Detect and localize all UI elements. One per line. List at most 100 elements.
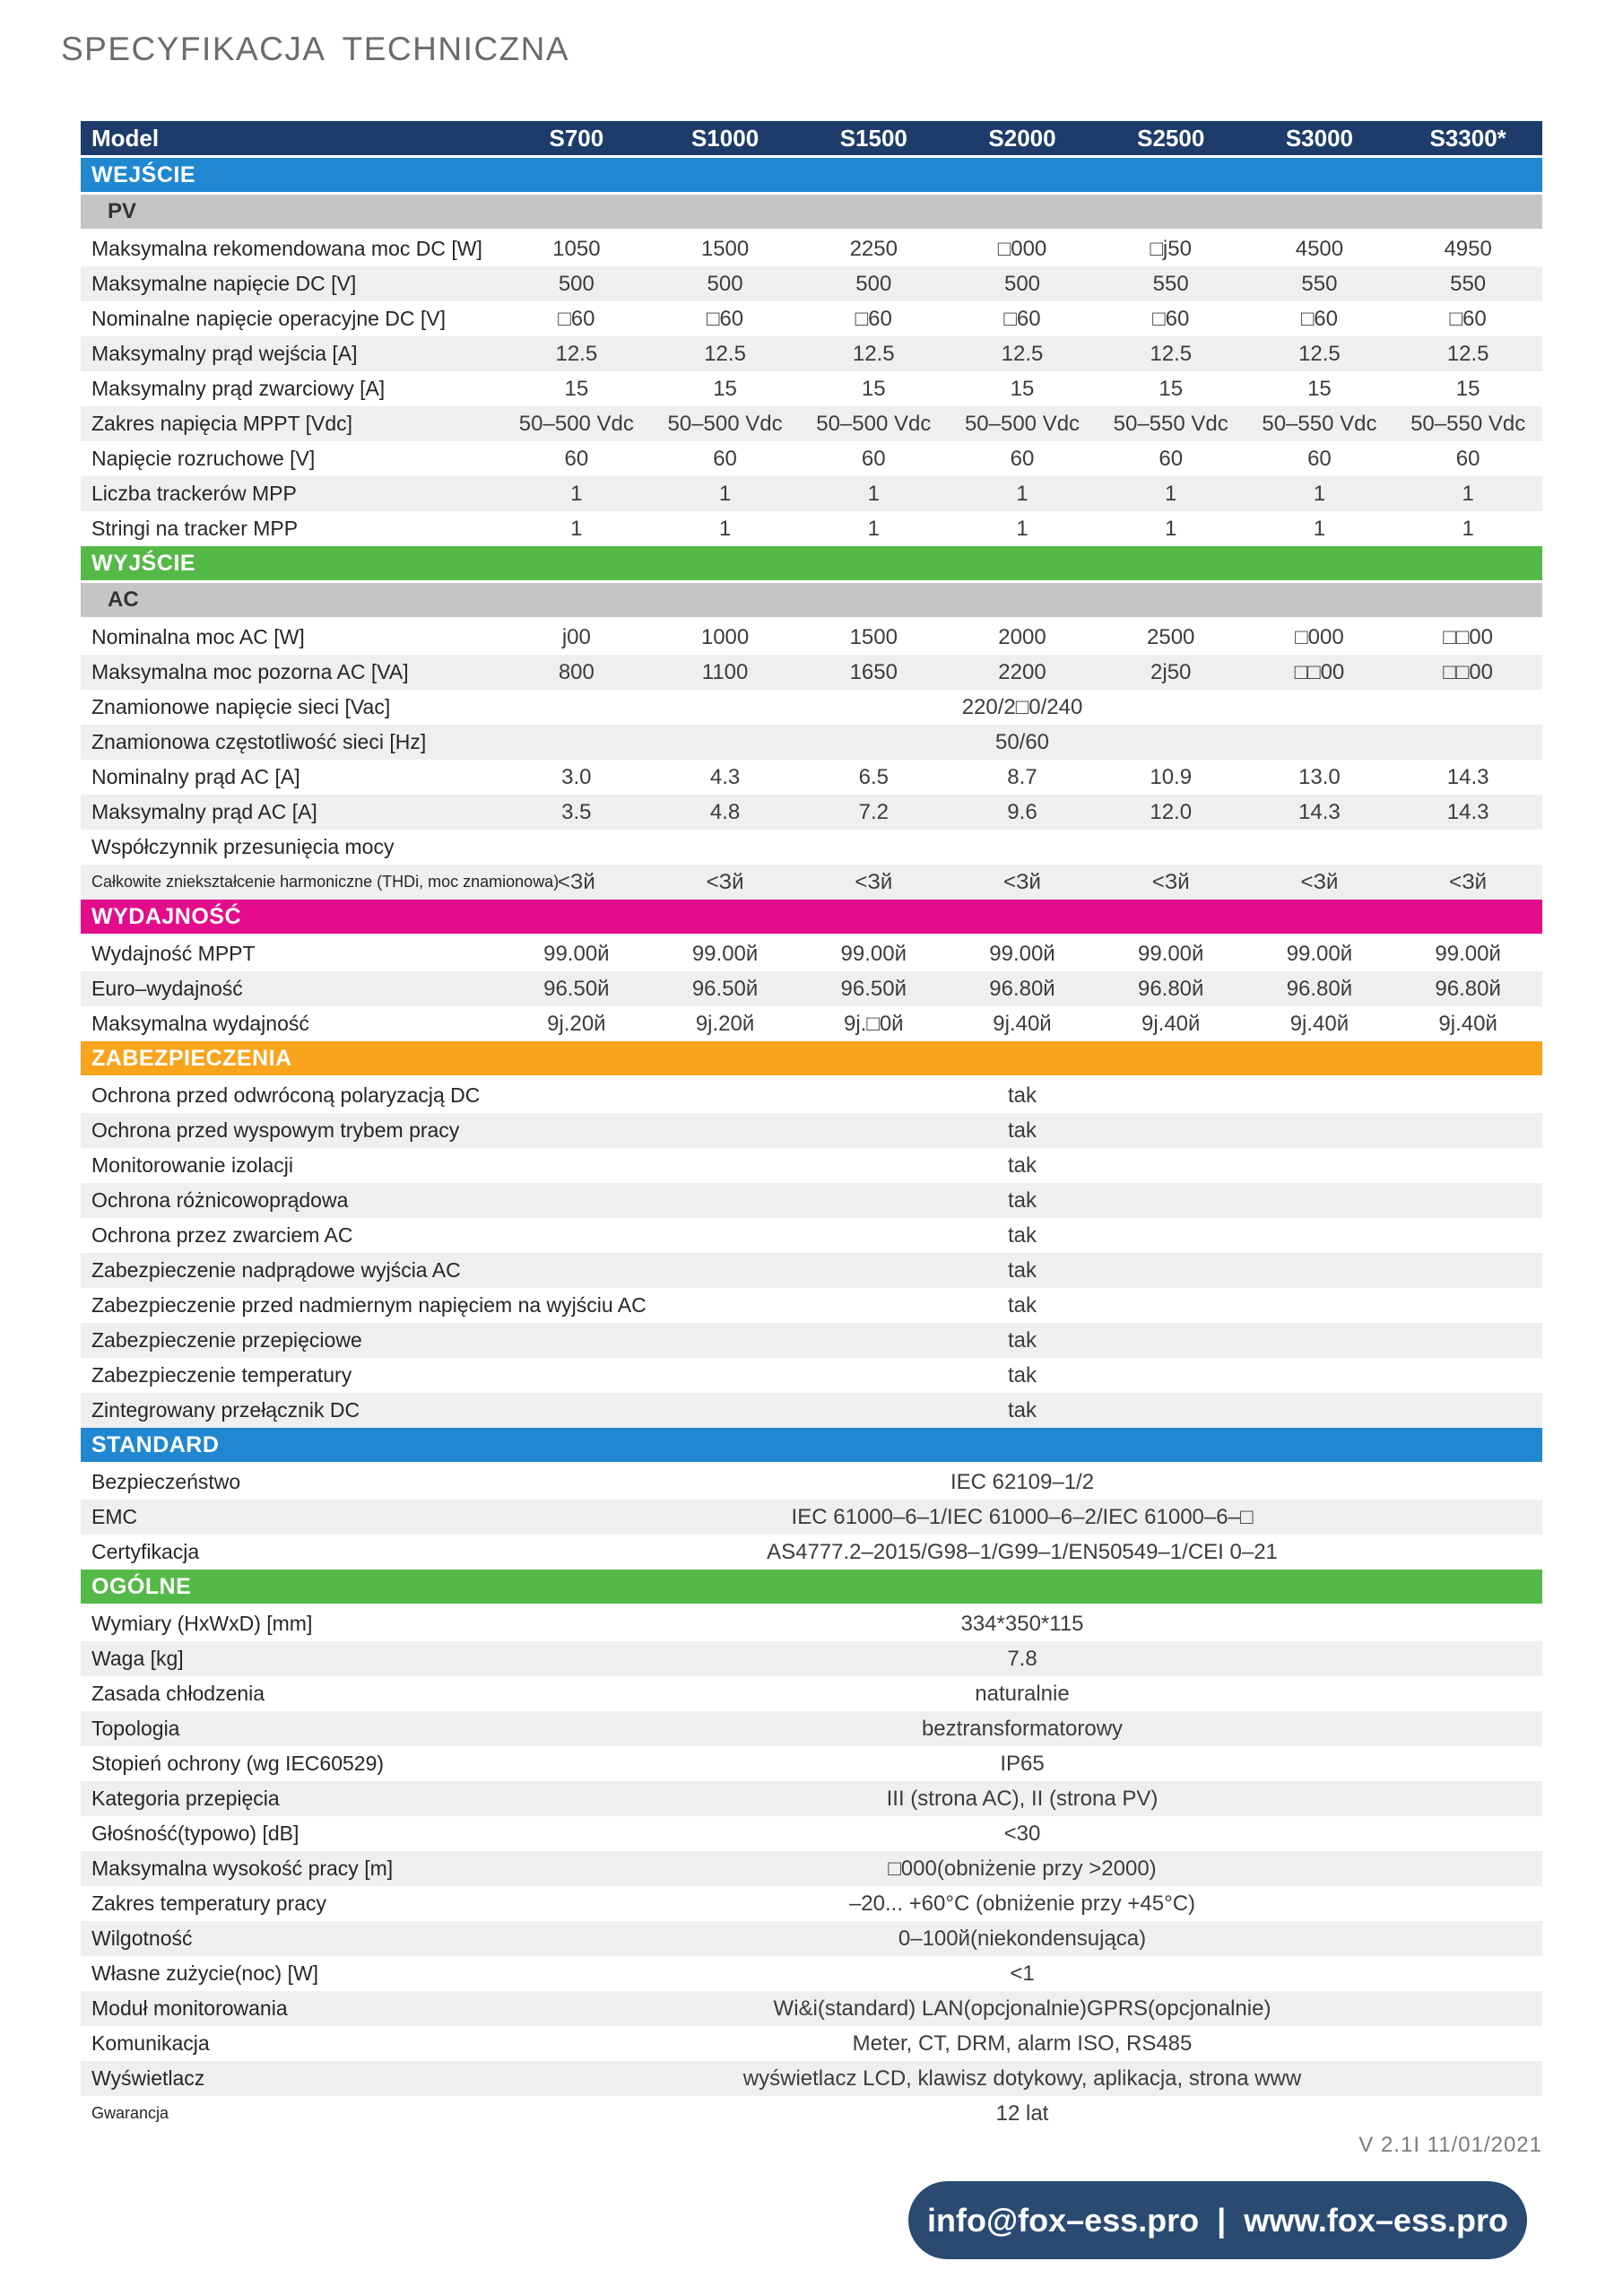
row-label: Maksymalna wysokość pracy [m] <box>91 1857 394 1880</box>
merged-value-cell: □000(obniżenie przy >2000) <box>888 1856 1157 1881</box>
table-row: Bezpieczeństwo IEC 62109–1/2 <box>81 1465 1542 1500</box>
merged-value-cell: Meter, CT, DRM, alarm ISO, RS485 <box>852 2031 1193 2056</box>
section-bar: ZABEZPIECZENIA <box>81 1041 1542 1078</box>
model-column-header: S3300* <box>1429 124 1506 152</box>
value-cell: □□00 <box>1443 659 1493 684</box>
value-cell: 60 <box>1307 446 1332 471</box>
row-label: Ochrona przed odwróconą polaryzacją DC <box>91 1083 481 1107</box>
merged-value-cell: tak <box>1007 1327 1037 1352</box>
value-cell: 12.5 <box>1446 341 1489 366</box>
merged-value-cell: <30 <box>1003 1821 1041 1846</box>
value-cell: 15 <box>1455 376 1480 401</box>
merged-value-cell: IP65 <box>1000 1751 1045 1776</box>
value-cell: □60 <box>1152 306 1190 331</box>
row-label: Maksymalny prąd wejścia [A] <box>91 342 358 365</box>
row-label: Stringi na tracker MPP <box>91 517 299 540</box>
value-cell: 14.3 <box>1446 799 1489 824</box>
merged-value-cell: tak <box>1007 1397 1037 1422</box>
table-row: Waga [kg] 7.8 <box>81 1641 1542 1676</box>
value-cell: 1 <box>1016 516 1028 541</box>
merged-value-cell: 7.8 <box>1007 1646 1037 1671</box>
table-row: Maksymalny prąd zwarciowy [A] 15 15 15 15 15 1… <box>81 371 1542 406</box>
table-row: Maksymalny prąd wejścia [A] 12.5 12.5 12.5 1… <box>81 336 1542 371</box>
value-cell: 500 <box>707 271 743 296</box>
row-label: Euro–wydajność <box>91 977 243 1000</box>
value-cell: □60 <box>855 306 892 331</box>
value-cell: <Зй <box>1300 869 1339 894</box>
value-cell: □60 <box>1449 306 1487 331</box>
value-cell: 12.5 <box>1150 341 1193 366</box>
value-cell: 500 <box>1003 271 1041 296</box>
value-cell: 1500 <box>849 624 898 649</box>
table-row: Zasada chłodzenia naturalnie <box>81 1676 1542 1711</box>
table-header-row: Model S700 S1000 S1500 S2000 S2500 S3000 S3300… <box>81 121 1542 158</box>
table-row: Komunikacja Meter, CT, DRM, alarm ISO, RS… <box>81 2026 1542 2061</box>
section-bar: WEJŚCIE <box>81 158 1542 195</box>
merged-value-cell: 220/2□0/240 <box>961 694 1083 719</box>
table-row: Wyświetlacz wyświetlacz LCD, klawisz doty… <box>81 2061 1542 2096</box>
model-header-label: Model <box>91 124 160 152</box>
value-cell: 1 <box>718 481 732 506</box>
value-cell: □000 <box>997 236 1047 261</box>
value-cell: 7.2 <box>858 799 889 824</box>
value-cell: 1 <box>570 481 583 506</box>
value-cell: 50–500 Vdc <box>667 411 783 436</box>
value-cell: 60 <box>1010 446 1035 471</box>
value-cell: 60 <box>861 446 886 471</box>
table-row: Całkowite zniekształcenie harmoniczne (T… <box>81 865 1542 900</box>
row-label: Bezpieczeństwo <box>91 1470 241 1493</box>
value-cell: □60 <box>1003 306 1041 331</box>
merged-value-cell: tak <box>1007 1152 1037 1178</box>
value-cell: 2500 <box>1147 624 1195 649</box>
model-column-header: S1500 <box>839 124 907 152</box>
value-cell: 15 <box>713 376 737 401</box>
value-cell: 9j.40й <box>1289 1011 1350 1036</box>
merged-value-cell: IEC 62109–1/2 <box>950 1469 1095 1494</box>
model-column-header: S2500 <box>1137 124 1205 152</box>
merged-value-cell: 0–100й(niekondensująca) <box>898 1926 1147 1951</box>
value-cell: 50–500 Vdc <box>518 411 634 436</box>
row-label: Zakres napięcia MPPT [Vdc] <box>91 412 353 435</box>
table-row: Maksymalne napięcie DC [V] 500 500 500 500 55… <box>81 266 1542 301</box>
row-label: Nominalne napięcie operacyjne DC [V] <box>91 307 447 330</box>
value-cell: 500 <box>855 271 892 296</box>
table-row: Znamionowe napięcie sieci [Vac] 220/2□0/2… <box>81 690 1542 725</box>
value-cell: 1 <box>1165 481 1177 506</box>
merged-value-cell: 12 lat <box>995 2100 1049 2126</box>
table-row: Nominalny prąd AC [A] 3.0 4.3 6.5 8.7 10.9 13.… <box>81 760 1542 795</box>
value-cell: 3.0 <box>561 764 592 789</box>
merged-value-cell: tak <box>1007 1362 1037 1387</box>
value-cell: 3.5 <box>561 799 592 824</box>
table-row: Maksymalna wysokość pracy [m] □000(obniże… <box>81 1851 1542 1886</box>
value-cell: 15 <box>564 376 589 401</box>
table-row: Wilgotność 0–100й(niekondensująca) <box>81 1921 1542 1956</box>
table-row: EMC IEC 61000–6–1/IEC 61000–6–2/IEC 61000… <box>81 1500 1542 1535</box>
value-cell: 9.6 <box>1007 799 1037 824</box>
table-row: Ochrona przed odwróconą polaryzacją DC ta… <box>81 1078 1542 1113</box>
value-cell: 1100 <box>701 659 749 684</box>
value-cell: 14.3 <box>1298 799 1341 824</box>
table-row: Gwarancja 12 lat <box>81 2096 1542 2131</box>
table-row: Głośność(typowo) [dB] <30 <box>81 1816 1542 1851</box>
merged-value-cell: tak <box>1007 1222 1037 1248</box>
value-cell: 1 <box>1313 516 1326 541</box>
row-label: Wilgotność <box>91 1926 193 1950</box>
row-label: Stopień ochrony (wg IEC60529) <box>91 1752 385 1775</box>
model-column-header: S1000 <box>690 124 759 152</box>
section-bar: STANDARD <box>81 1428 1542 1465</box>
value-cell: 15 <box>1307 376 1332 401</box>
value-cell: 60 <box>1455 446 1480 471</box>
model-column-header: S3000 <box>1285 124 1354 152</box>
model-column-header: S700 <box>549 124 604 152</box>
subsection-bar: PV <box>81 195 1542 231</box>
value-cell: 99.00й <box>1137 941 1204 966</box>
value-cell: 60 <box>564 446 589 471</box>
table-row: Zabezpieczenie temperatury tak <box>81 1358 1542 1393</box>
row-label: Napięcie rozruchowe [V] <box>91 447 316 470</box>
value-cell: 12.5 <box>704 341 746 366</box>
row-label: Waga [kg] <box>91 1647 184 1670</box>
page-title: SPECYFIKACJA TECHNICZNA <box>61 30 570 67</box>
row-label: Maksymalna moc pozorna AC [VA] <box>91 660 409 683</box>
value-cell: 96.80й <box>1286 976 1353 1001</box>
value-cell: 99.00й <box>989 941 1055 966</box>
